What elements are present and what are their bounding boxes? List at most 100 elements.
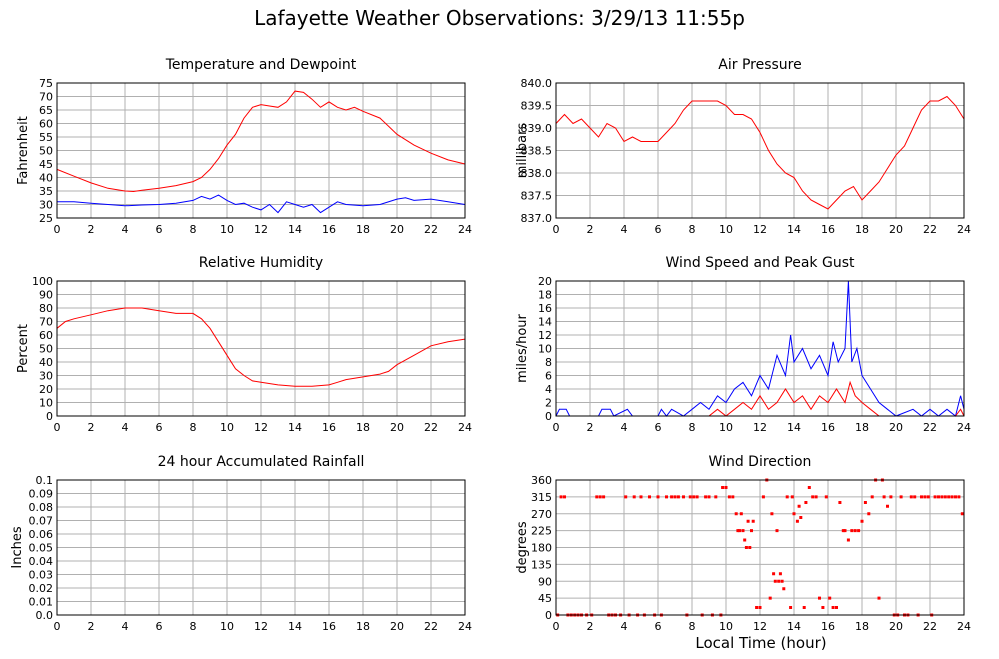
data-point <box>743 538 747 542</box>
data-point <box>850 529 854 533</box>
series-line-1 <box>56 90 466 193</box>
data-point <box>656 495 660 499</box>
x-tick-label: 24 <box>957 223 971 236</box>
chart-title: Temperature and Dewpoint <box>165 57 357 73</box>
x-tick-label: 0 <box>54 421 61 434</box>
x-tick-label: 12 <box>254 620 268 633</box>
x-axis-label: Local Time (hour) <box>695 634 827 652</box>
x-tick-label: 18 <box>356 421 370 434</box>
plot-frame <box>555 280 965 417</box>
data-point <box>937 495 940 499</box>
x-tick-label: 20 <box>889 620 903 633</box>
x-tick-label: 18 <box>356 223 370 236</box>
data-point <box>734 512 738 516</box>
data-point <box>857 529 861 533</box>
series-line-2 <box>556 380 965 417</box>
data-point <box>818 596 821 600</box>
y-tick-label: 60 <box>39 329 53 342</box>
y-tick-label: 25 <box>39 212 53 225</box>
x-tick-label: 18 <box>855 421 869 434</box>
y-tick-label: 70 <box>39 316 53 329</box>
x-tick-label: 10 <box>220 620 234 633</box>
y-tick-label: 70 <box>39 91 53 104</box>
page-title: Lafayette Weather Observations: 3/29/13 … <box>254 6 745 30</box>
data-point <box>782 587 786 591</box>
data-point <box>738 529 742 533</box>
data-point <box>838 501 842 504</box>
x-tick-label: 14 <box>288 421 302 434</box>
y-tick-label: 2 <box>545 397 552 410</box>
plot-frame <box>56 82 466 219</box>
data-point <box>750 529 753 533</box>
data-point <box>746 519 750 523</box>
x-tick-label: 8 <box>689 421 696 434</box>
chart-title: 24 hour Accumulated Rainfall <box>158 454 365 470</box>
y-tick-label: 90 <box>538 575 552 588</box>
series-line-2 <box>57 194 466 214</box>
data-point <box>736 529 740 533</box>
x-tick-label: 18 <box>855 223 869 236</box>
data-point <box>853 529 857 533</box>
x-tick-label: 2 <box>587 620 594 633</box>
data-point <box>882 495 886 499</box>
x-tick-label: 24 <box>957 421 971 434</box>
data-point <box>795 519 799 523</box>
data-point <box>943 495 947 499</box>
x-tick-label: 22 <box>923 620 937 633</box>
data-point <box>595 495 599 499</box>
data-point <box>772 572 776 576</box>
data-point <box>831 606 835 609</box>
x-tick-label: 20 <box>390 223 404 236</box>
y-tick-label: 75 <box>39 77 53 90</box>
y-tick-label: 40 <box>39 356 53 369</box>
chart-title: Air Pressure <box>718 57 801 73</box>
plot-frame <box>56 280 466 417</box>
x-tick-label: 4 <box>122 620 129 633</box>
y-tick-label: 10 <box>538 343 552 356</box>
data-point <box>739 512 743 516</box>
data-point <box>563 495 566 499</box>
y-tick-label: 0.06 <box>29 528 54 541</box>
x-tick-label: 22 <box>923 223 937 236</box>
x-tick-label: 2 <box>88 421 95 434</box>
x-tick-label: 0 <box>54 223 61 236</box>
x-tick-label: 4 <box>621 620 628 633</box>
data-point <box>707 495 711 499</box>
x-tick-label: 14 <box>288 223 302 236</box>
data-point <box>778 572 782 576</box>
y-tick-label: 225 <box>531 525 552 538</box>
data-point <box>846 538 850 542</box>
data-point <box>814 495 818 499</box>
y-tick-label: 4 <box>545 383 552 396</box>
x-tick-label: 8 <box>190 421 197 434</box>
x-tick-label: 20 <box>889 223 903 236</box>
x-tick-label: 22 <box>923 421 937 434</box>
chart-pressure: 0 2 4 6 8 10 12 14 16 18 20 22 24837.0837.5838.0838.… <box>515 57 971 236</box>
data-point <box>624 495 628 499</box>
data-point <box>721 486 725 489</box>
data-point <box>780 579 784 583</box>
x-tick-label: 10 <box>220 421 234 434</box>
data-point <box>828 596 832 600</box>
y-tick-label: 60 <box>39 118 53 131</box>
data-point <box>777 579 781 583</box>
y-tick-label: 0.08 <box>29 501 54 514</box>
x-tick-label: 10 <box>719 421 733 434</box>
data-point <box>811 495 815 499</box>
data-point <box>797 504 801 508</box>
data-point <box>639 495 643 499</box>
data-point <box>559 495 563 499</box>
y-axis-label: Percent <box>16 324 31 373</box>
chart-title: Relative Humidity <box>199 255 323 271</box>
y-tick-label: 14 <box>538 316 552 329</box>
x-tick-label: 6 <box>655 223 662 236</box>
x-tick-label: 24 <box>458 421 472 434</box>
x-tick-label: 16 <box>821 620 835 633</box>
x-tick-label: 0 <box>553 223 560 236</box>
chart-rain: 0 2 4 6 8 10 12 14 16 18 20 22 240.00.010.020.030.04… <box>10 454 472 633</box>
data-point <box>835 606 838 609</box>
x-tick-label: 6 <box>655 421 662 434</box>
data-point <box>744 546 748 549</box>
x-tick-label: 0 <box>54 620 61 633</box>
data-point <box>843 529 847 533</box>
